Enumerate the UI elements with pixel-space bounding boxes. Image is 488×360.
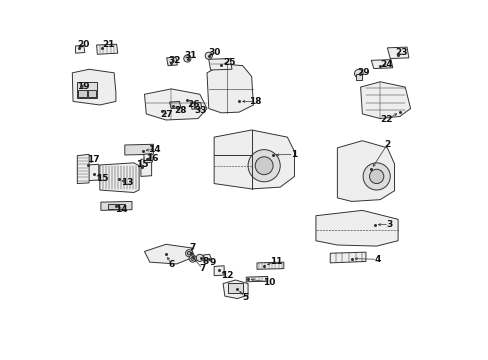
Text: 14: 14: [148, 145, 161, 154]
Polygon shape: [166, 57, 177, 66]
Text: 17: 17: [87, 155, 100, 164]
Circle shape: [185, 249, 192, 257]
Polygon shape: [124, 144, 153, 155]
Text: 13: 13: [121, 178, 133, 187]
Text: 8: 8: [202, 257, 208, 266]
Polygon shape: [208, 59, 231, 70]
Text: 24: 24: [380, 60, 392, 69]
Text: 9: 9: [209, 258, 215, 267]
Circle shape: [369, 169, 383, 184]
Polygon shape: [206, 64, 253, 113]
Bar: [108, 203, 125, 208]
Bar: [77, 82, 97, 98]
Circle shape: [363, 163, 389, 190]
Text: 3: 3: [385, 220, 391, 229]
Polygon shape: [77, 154, 89, 184]
Polygon shape: [257, 262, 283, 269]
Text: 5: 5: [242, 293, 248, 302]
Text: 16: 16: [146, 154, 159, 163]
Circle shape: [196, 254, 203, 261]
Text: 26: 26: [187, 100, 200, 109]
Polygon shape: [190, 103, 201, 109]
Text: 29: 29: [356, 68, 368, 77]
Polygon shape: [169, 102, 181, 109]
Polygon shape: [97, 44, 118, 54]
Polygon shape: [214, 130, 294, 189]
Polygon shape: [143, 154, 152, 163]
Polygon shape: [141, 158, 151, 176]
Circle shape: [189, 255, 196, 262]
Bar: [78, 90, 87, 97]
Circle shape: [190, 257, 194, 260]
Polygon shape: [223, 280, 247, 298]
Polygon shape: [183, 95, 193, 103]
Circle shape: [247, 150, 280, 182]
Text: 23: 23: [395, 48, 407, 57]
Circle shape: [183, 55, 190, 62]
Polygon shape: [355, 73, 361, 80]
Polygon shape: [144, 244, 194, 264]
Text: 6: 6: [168, 260, 174, 269]
Polygon shape: [246, 276, 267, 282]
Text: 15: 15: [96, 174, 108, 183]
Circle shape: [187, 251, 190, 255]
Polygon shape: [360, 82, 410, 118]
Text: 28: 28: [174, 106, 187, 115]
Text: 30: 30: [207, 48, 220, 57]
Polygon shape: [329, 252, 365, 263]
Circle shape: [255, 157, 272, 175]
Text: 2: 2: [384, 140, 390, 149]
Polygon shape: [337, 141, 394, 202]
Bar: [88, 90, 95, 97]
Text: 10: 10: [262, 278, 274, 287]
Text: 7: 7: [199, 264, 205, 273]
Text: 12: 12: [221, 271, 233, 280]
Polygon shape: [87, 164, 99, 181]
Polygon shape: [75, 45, 84, 53]
Text: 15: 15: [136, 161, 149, 170]
Polygon shape: [203, 254, 211, 260]
Text: 33: 33: [194, 106, 207, 115]
Polygon shape: [72, 69, 116, 105]
Polygon shape: [386, 47, 408, 59]
Text: 27: 27: [160, 111, 173, 120]
Text: 7: 7: [189, 243, 196, 252]
Polygon shape: [315, 210, 397, 246]
Text: 4: 4: [373, 255, 380, 264]
Text: 20: 20: [77, 40, 89, 49]
Circle shape: [354, 69, 363, 78]
Polygon shape: [370, 60, 392, 68]
Text: 32: 32: [168, 56, 181, 65]
Text: 18: 18: [248, 97, 261, 106]
Text: 31: 31: [184, 51, 197, 60]
Polygon shape: [144, 89, 206, 120]
Text: 1: 1: [290, 150, 296, 159]
Polygon shape: [100, 163, 139, 193]
Bar: [228, 283, 242, 293]
Text: 22: 22: [380, 115, 392, 124]
Text: 11: 11: [270, 257, 283, 266]
Text: 14: 14: [115, 205, 127, 214]
Polygon shape: [101, 202, 132, 210]
Polygon shape: [214, 266, 224, 276]
Text: 21: 21: [102, 40, 114, 49]
Text: 25: 25: [223, 58, 235, 67]
Text: 19: 19: [77, 82, 89, 91]
Circle shape: [205, 52, 212, 59]
